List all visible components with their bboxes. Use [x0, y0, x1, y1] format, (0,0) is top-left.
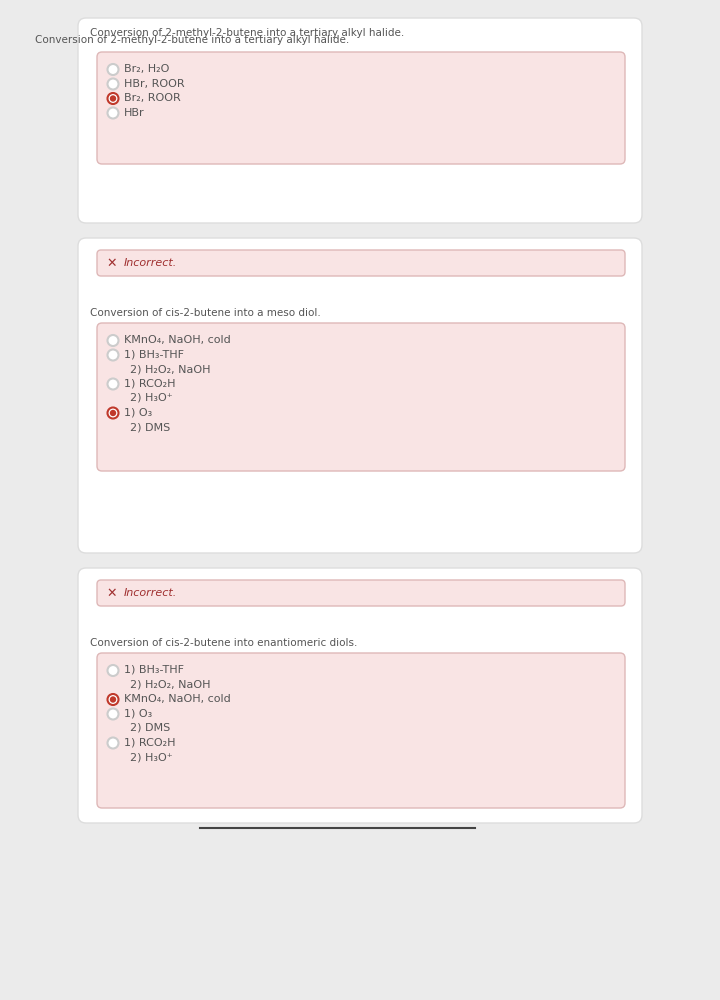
Circle shape	[107, 694, 119, 705]
FancyBboxPatch shape	[97, 323, 625, 471]
FancyBboxPatch shape	[78, 238, 642, 553]
Circle shape	[107, 665, 119, 676]
Text: 1) O₃: 1) O₃	[124, 408, 152, 418]
Circle shape	[107, 350, 119, 360]
FancyBboxPatch shape	[97, 250, 625, 276]
Text: 1) O₃: 1) O₃	[124, 708, 152, 718]
Circle shape	[107, 107, 119, 118]
Circle shape	[107, 79, 119, 90]
Circle shape	[107, 93, 119, 104]
Circle shape	[107, 378, 119, 389]
FancyBboxPatch shape	[97, 653, 625, 808]
Text: Conversion of cis-2-butene into a meso diol.: Conversion of cis-2-butene into a meso d…	[90, 308, 320, 318]
Text: 2) DMS: 2) DMS	[130, 723, 170, 733]
Text: KMnO₄, NaOH, cold: KMnO₄, NaOH, cold	[124, 335, 230, 345]
FancyBboxPatch shape	[97, 580, 625, 606]
Circle shape	[107, 708, 119, 720]
Text: HBr: HBr	[124, 107, 145, 117]
Text: Conversion of cis-2-butene into enantiomeric diols.: Conversion of cis-2-butene into enantiom…	[90, 638, 357, 648]
Text: 1) RCO₂H: 1) RCO₂H	[124, 378, 176, 388]
Text: ✕: ✕	[107, 586, 117, 599]
Text: Incorrect.: Incorrect.	[124, 588, 177, 598]
Text: Conversion of 2-methyl-2-butene into a tertiary alkyl halide.: Conversion of 2-methyl-2-butene into a t…	[35, 35, 349, 45]
Circle shape	[107, 64, 119, 75]
Circle shape	[107, 408, 119, 418]
Text: HBr, ROOR: HBr, ROOR	[124, 79, 184, 89]
FancyBboxPatch shape	[78, 568, 642, 823]
Text: KMnO₄, NaOH, cold: KMnO₄, NaOH, cold	[124, 694, 230, 704]
Circle shape	[109, 95, 116, 102]
Circle shape	[107, 335, 119, 346]
Text: 1) RCO₂H: 1) RCO₂H	[124, 738, 176, 748]
FancyBboxPatch shape	[97, 52, 625, 164]
FancyBboxPatch shape	[78, 18, 642, 223]
Text: Br₂, ROOR: Br₂, ROOR	[124, 93, 181, 103]
Text: Incorrect.: Incorrect.	[124, 258, 177, 268]
Text: 2) H₃O⁺: 2) H₃O⁺	[130, 393, 173, 403]
Text: ✕: ✕	[107, 256, 117, 269]
Text: 2) H₃O⁺: 2) H₃O⁺	[130, 752, 173, 762]
Text: Conversion of 2-methyl-2-butene into a tertiary alkyl halide.: Conversion of 2-methyl-2-butene into a t…	[90, 28, 404, 38]
Text: 2) H₂O₂, NaOH: 2) H₂O₂, NaOH	[130, 680, 210, 690]
Text: 1) BH₃-THF: 1) BH₃-THF	[124, 350, 184, 360]
Circle shape	[109, 410, 116, 416]
Text: 2) H₂O₂, NaOH: 2) H₂O₂, NaOH	[130, 364, 210, 374]
Text: 2) DMS: 2) DMS	[130, 422, 170, 432]
Text: 1) BH₃-THF: 1) BH₃-THF	[124, 665, 184, 675]
Text: Br₂, H₂O: Br₂, H₂O	[124, 64, 169, 74]
Circle shape	[109, 696, 116, 703]
Circle shape	[107, 738, 119, 748]
